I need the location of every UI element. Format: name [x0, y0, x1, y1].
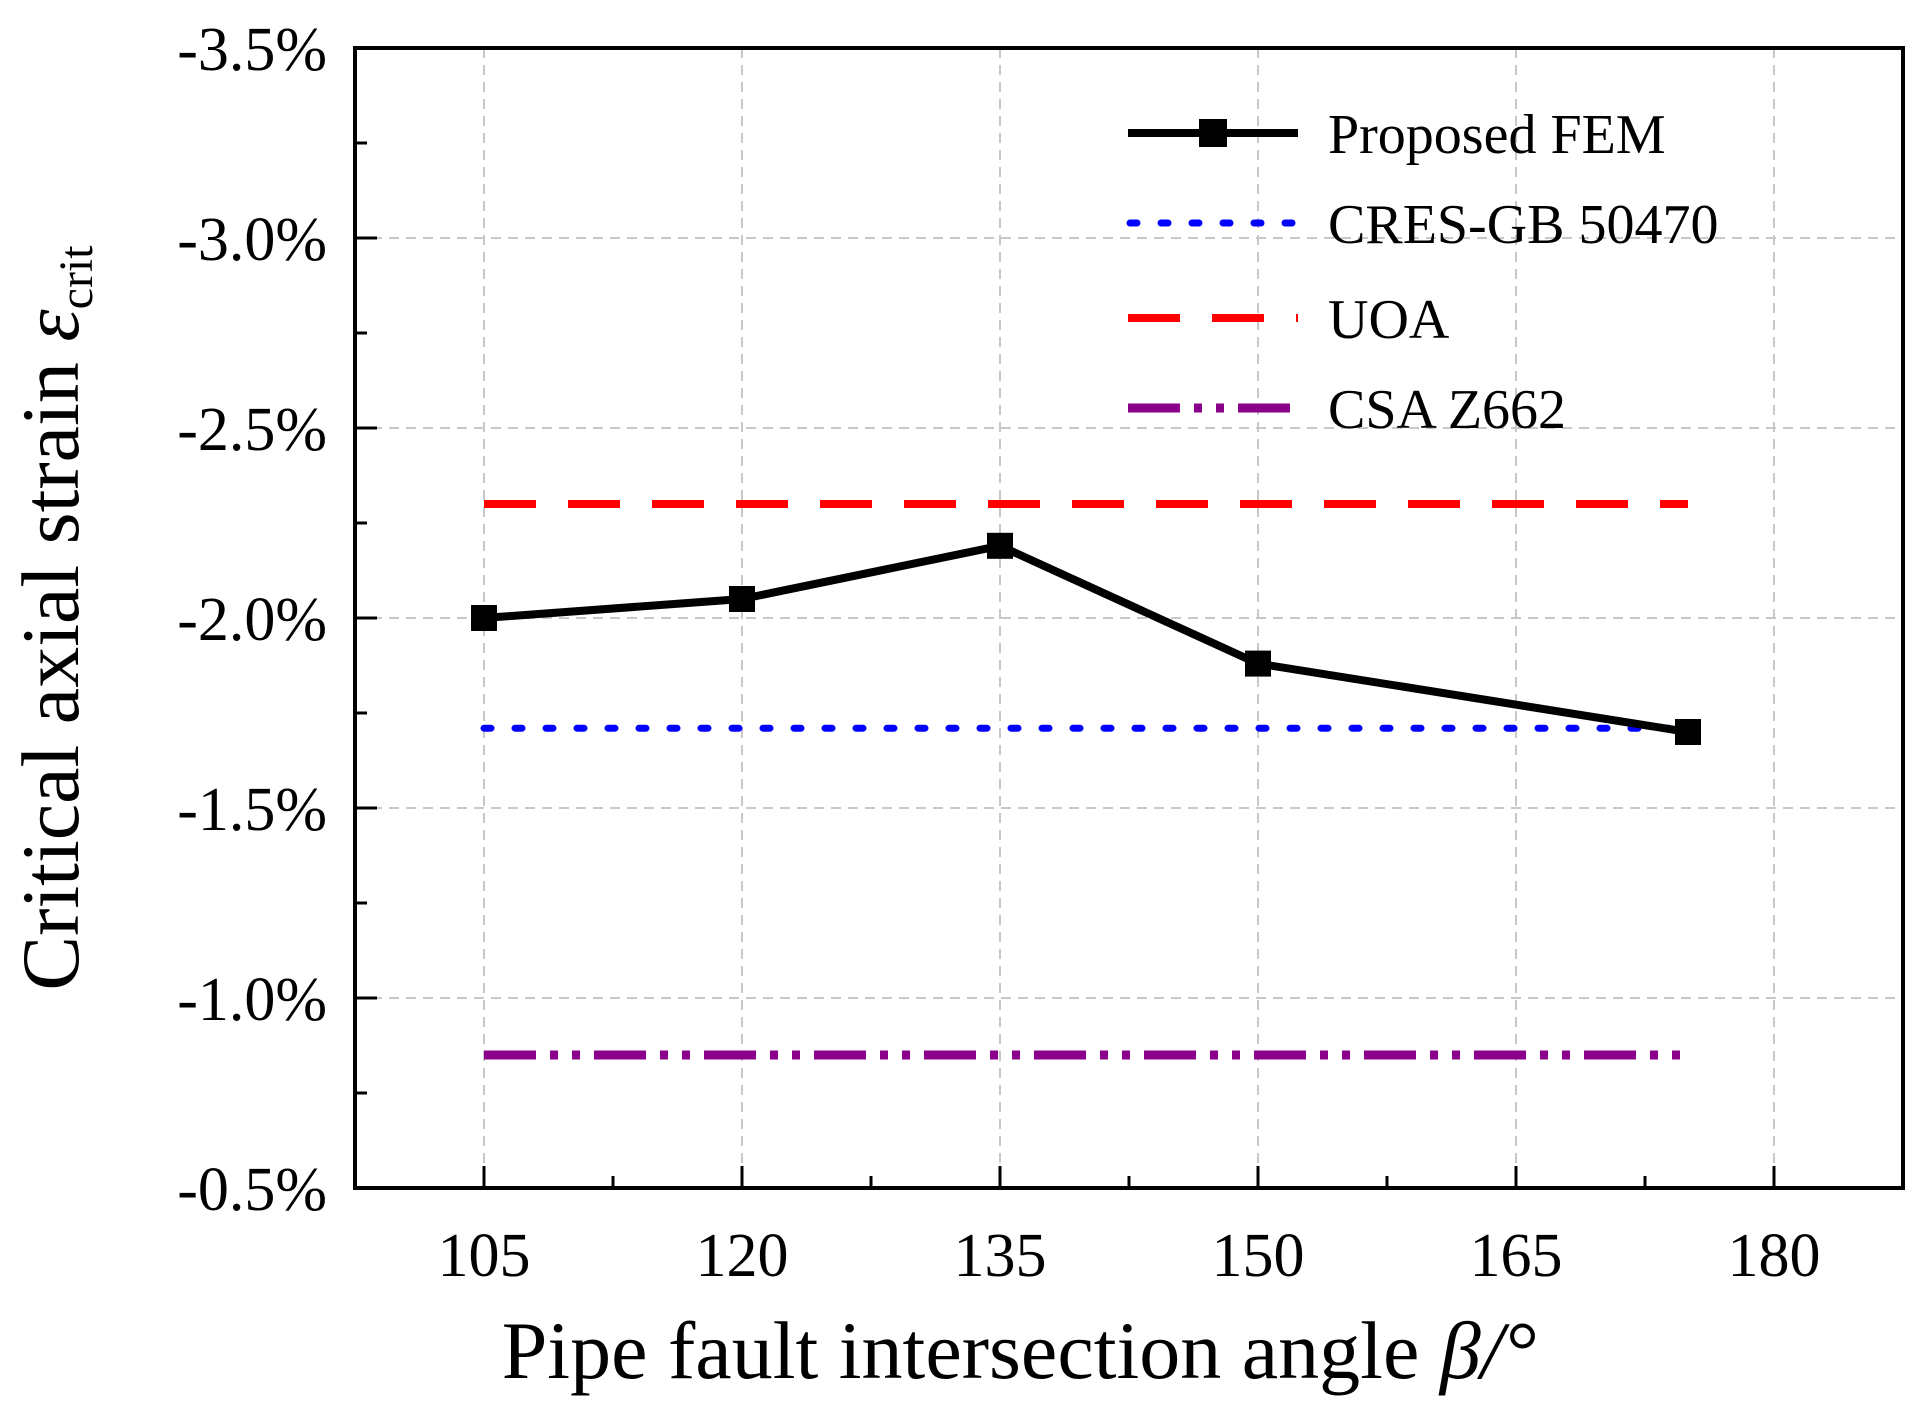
y-tick-label: -2.5%: [177, 396, 327, 464]
legend-marker-proposed-fem: [1199, 119, 1227, 147]
legend-item-csa: CSA Z662: [1128, 379, 1566, 441]
x-axis-title: Pipe fault intersection angle β/°: [502, 1305, 1537, 1396]
legend-label-proposed-fem: Proposed FEM: [1328, 104, 1666, 166]
series-line-proposed-fem: [483, 541, 1689, 736]
legend-item-cres-gb: CRES-GB 50470: [1126, 194, 1719, 256]
y-axis-title: Critical axial strain εcrit: [5, 245, 103, 991]
x-axis-symbol: β/°: [1438, 1305, 1536, 1396]
legend-label-csa: CSA Z662: [1328, 379, 1566, 441]
series-group: [471, 500, 1701, 1060]
x-tick-label: 105: [438, 1222, 531, 1290]
x-tick-label: 120: [696, 1222, 789, 1290]
legend: Proposed FEM CRES-GB 50470 UOA CSA Z662: [1126, 104, 1719, 441]
legend-item-proposed-fem: Proposed FEM: [1128, 104, 1666, 166]
x-tick-label: 180: [1728, 1222, 1821, 1290]
y-axis-symbol: ε: [5, 309, 96, 342]
data-point-marker: [471, 605, 497, 631]
y-tick-label: -0.5%: [177, 1156, 327, 1224]
data-point-marker: [729, 586, 755, 612]
tick-labels: 105 120 135 150 165 180 -0.5% -1.0% -1.5% -2.0% -2…: [177, 16, 1820, 1290]
y-tick-label: -2.0%: [177, 586, 327, 654]
y-tick-label: -1.0%: [177, 966, 327, 1034]
legend-label-cres-gb: CRES-GB 50470: [1328, 194, 1719, 256]
x-tick-label: 165: [1470, 1222, 1563, 1290]
y-axis-subscript: crit: [50, 245, 103, 310]
data-point-marker: [1675, 719, 1701, 745]
legend-label-uoa: UOA: [1328, 289, 1450, 351]
y-axis-title-text: Critical axial strain: [5, 362, 96, 990]
y-tick-label: -3.0%: [177, 206, 327, 274]
x-tick-label: 135: [954, 1222, 1047, 1290]
data-point-marker: [987, 532, 1013, 559]
x-axis-title-text: Pipe fault intersection angle: [502, 1305, 1420, 1396]
data-point-marker: [1245, 650, 1271, 677]
plot-frame: [353, 46, 1905, 1190]
y-tick-label: -3.5%: [177, 16, 327, 84]
x-tick-label: 150: [1212, 1222, 1305, 1290]
legend-item-uoa: UOA: [1128, 289, 1450, 351]
y-tick-label: -1.5%: [177, 776, 327, 844]
